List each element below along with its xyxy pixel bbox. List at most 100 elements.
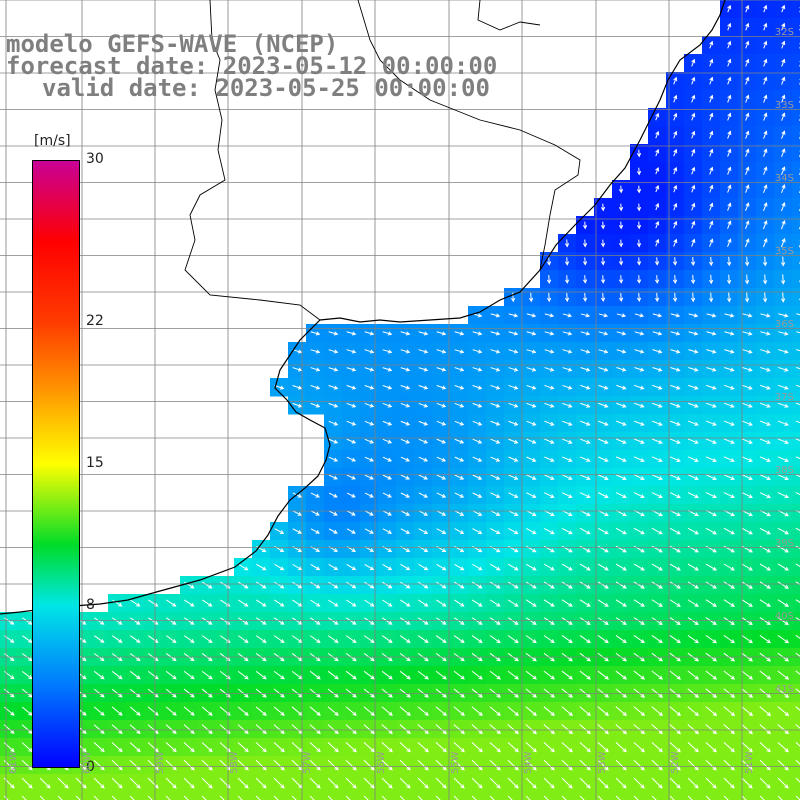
wind-cell bbox=[558, 792, 577, 800]
wind-cell bbox=[792, 36, 800, 55]
wind-arrow bbox=[777, 384, 789, 390]
wind-cell bbox=[396, 792, 415, 800]
wind-arrow bbox=[435, 706, 447, 716]
wind-arrow bbox=[327, 742, 339, 753]
wind-cell bbox=[108, 792, 127, 800]
wind-arrow bbox=[741, 545, 753, 553]
wind-arrow bbox=[201, 724, 213, 735]
wind-arrow bbox=[709, 220, 714, 229]
wind-arrow bbox=[582, 221, 588, 230]
wind-arrow bbox=[201, 706, 213, 716]
latitude-label: 36S bbox=[774, 319, 794, 330]
wind-arrow bbox=[364, 563, 375, 571]
wind-arrow bbox=[471, 670, 483, 680]
wind-arrow bbox=[526, 349, 537, 354]
wind-arrow bbox=[490, 528, 501, 534]
wind-arrow bbox=[723, 670, 736, 680]
wind-arrow bbox=[183, 724, 195, 735]
wind-arrow bbox=[528, 292, 534, 303]
wind-arrow bbox=[580, 420, 591, 426]
wind-arrow bbox=[364, 402, 375, 408]
wind-arrow bbox=[255, 742, 267, 753]
wind-cell bbox=[324, 792, 343, 800]
wind-arrow bbox=[777, 688, 790, 698]
wind-arrow bbox=[364, 331, 375, 336]
wind-arrow bbox=[129, 670, 141, 680]
wind-arrow bbox=[364, 599, 375, 607]
wind-arrow bbox=[616, 384, 627, 390]
wind-arrow bbox=[382, 438, 393, 444]
wind-arrow bbox=[745, 40, 750, 49]
wind-arrow bbox=[688, 384, 699, 390]
wind-arrow bbox=[400, 456, 411, 462]
wind-arrow bbox=[436, 474, 447, 480]
wind-cell bbox=[234, 792, 253, 800]
wind-arrow bbox=[615, 635, 627, 644]
wind-arrow bbox=[544, 349, 555, 354]
wind-arrow bbox=[543, 759, 555, 771]
wind-arrow bbox=[399, 777, 411, 789]
wind-arrow bbox=[616, 349, 627, 354]
wind-arrow bbox=[382, 367, 393, 372]
wind-arrow bbox=[652, 313, 663, 318]
wind-arrow bbox=[453, 599, 465, 607]
wind-arrow bbox=[615, 527, 627, 535]
wind-arrow bbox=[165, 670, 177, 680]
wind-arrow bbox=[687, 724, 699, 735]
wind-arrow bbox=[781, 58, 786, 67]
wind-arrow bbox=[22, 635, 33, 643]
wind-arrow bbox=[327, 724, 339, 735]
wind-cell bbox=[792, 450, 800, 469]
wind-arrow bbox=[669, 474, 681, 481]
wind-arrow bbox=[435, 635, 447, 644]
wind-arrow bbox=[291, 795, 297, 800]
wind-arrow bbox=[543, 635, 555, 644]
wind-arrow bbox=[256, 617, 267, 625]
wind-arrow bbox=[727, 112, 732, 121]
wind-arrow bbox=[147, 759, 159, 771]
wind-arrow bbox=[273, 688, 285, 698]
wind-arrow bbox=[723, 617, 735, 626]
wind-arrow bbox=[723, 420, 735, 426]
wind-cell bbox=[792, 414, 800, 433]
wind-arrow bbox=[633, 795, 639, 800]
wind-arrow bbox=[705, 438, 717, 444]
wind-arrow bbox=[381, 688, 393, 698]
wind-arrow bbox=[510, 292, 516, 303]
wind-arrow bbox=[691, 58, 696, 67]
wind-arrow bbox=[724, 384, 735, 390]
wind-arrow bbox=[382, 599, 393, 607]
wind-arrow bbox=[543, 581, 555, 589]
wind-arrow bbox=[525, 599, 537, 607]
wind-arrow bbox=[670, 384, 681, 390]
wind-arrow bbox=[166, 617, 177, 625]
wind-cell bbox=[792, 216, 800, 235]
wind-arrow bbox=[382, 420, 393, 426]
wind-arrow bbox=[745, 22, 750, 31]
wind-arrow bbox=[183, 706, 195, 716]
wind-arrow bbox=[346, 385, 357, 390]
wind-arrow bbox=[418, 581, 429, 589]
wind-arrow bbox=[597, 617, 609, 625]
wind-arrow bbox=[436, 385, 447, 390]
wind-arrow bbox=[777, 420, 789, 426]
wind-arrow bbox=[777, 724, 789, 735]
wind-arrow bbox=[381, 795, 387, 800]
wind-arrow bbox=[93, 670, 105, 680]
wind-arrow bbox=[255, 795, 261, 800]
wind-arrow bbox=[165, 724, 177, 734]
wind-arrow bbox=[436, 581, 447, 589]
wind-arrow bbox=[723, 706, 736, 717]
wind-cell bbox=[792, 180, 800, 199]
wind-arrow bbox=[777, 438, 789, 444]
wind-arrow bbox=[708, 292, 714, 303]
wind-arrow bbox=[255, 759, 267, 771]
wind-arrow bbox=[472, 581, 483, 589]
wind-cell bbox=[306, 792, 325, 800]
wind-arrow bbox=[687, 688, 700, 698]
wind-arrow bbox=[454, 438, 465, 444]
wind-arrow bbox=[669, 724, 681, 735]
wind-arrow bbox=[564, 257, 570, 266]
wind-arrow bbox=[417, 706, 429, 716]
wind-arrow bbox=[400, 367, 411, 372]
